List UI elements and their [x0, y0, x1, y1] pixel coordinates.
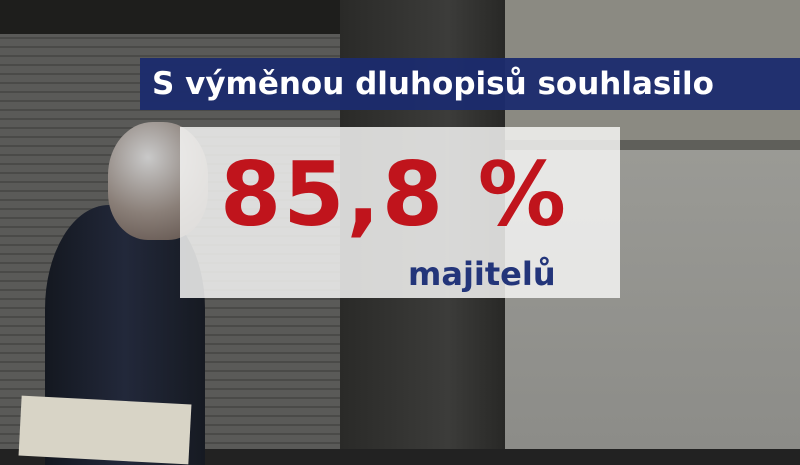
stat-subject: majitelů	[408, 255, 556, 293]
stat-panel	[180, 127, 620, 298]
headline-bar	[140, 58, 800, 110]
stat-figure: 85,8 %	[220, 143, 568, 246]
folder	[18, 395, 192, 465]
headline: S výměnou dluhopisů souhlasilo	[152, 66, 714, 102]
